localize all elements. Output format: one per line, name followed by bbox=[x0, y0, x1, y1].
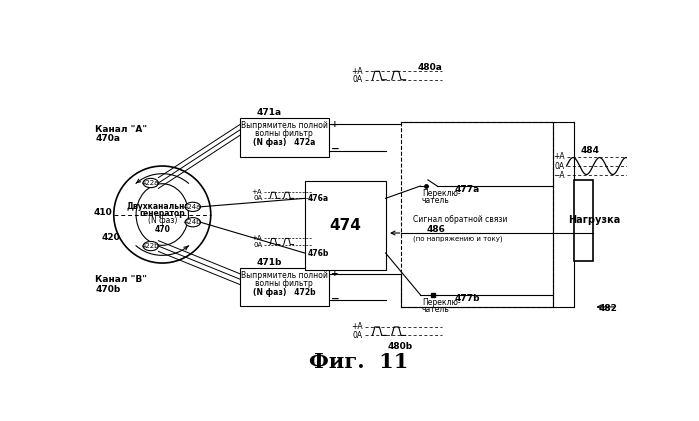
Text: 0A: 0A bbox=[253, 242, 262, 248]
Text: 424b: 424b bbox=[184, 219, 201, 225]
Text: Фиг.  11: Фиг. 11 bbox=[309, 352, 408, 372]
Text: (по напряжению и току): (по напряжению и току) bbox=[412, 235, 502, 242]
Text: 470a: 470a bbox=[95, 134, 120, 143]
Ellipse shape bbox=[143, 179, 159, 188]
Text: 0A: 0A bbox=[555, 162, 565, 171]
Text: 0A: 0A bbox=[253, 195, 262, 201]
Text: Выпрямитель полной: Выпрямитель полной bbox=[241, 271, 328, 280]
Bar bbox=[305, 181, 386, 270]
Text: волны фильтр: волны фильтр bbox=[255, 129, 313, 138]
Text: 410: 410 bbox=[94, 208, 113, 217]
Text: Двухканальный: Двухканальный bbox=[127, 203, 198, 211]
Text: волны фильтр: волны фильтр bbox=[255, 279, 313, 288]
Text: чатель: чатель bbox=[421, 305, 449, 314]
Text: 480b: 480b bbox=[388, 342, 413, 351]
Ellipse shape bbox=[185, 218, 201, 227]
Text: Канал "А": Канал "А" bbox=[95, 125, 147, 134]
Text: +A: +A bbox=[252, 235, 262, 241]
Text: 422b: 422b bbox=[142, 243, 159, 249]
Text: Нагрузка: Нагрузка bbox=[568, 215, 621, 225]
Bar bbox=[240, 118, 329, 157]
Text: 474: 474 bbox=[329, 218, 361, 233]
Text: Переклю-: Переклю- bbox=[421, 189, 461, 198]
Text: +A: +A bbox=[351, 322, 363, 331]
Text: Переклю-: Переклю- bbox=[421, 298, 461, 307]
Bar bbox=[574, 180, 593, 261]
Text: 470: 470 bbox=[154, 225, 171, 234]
Text: (N фаз)   472b: (N фаз) 472b bbox=[253, 288, 316, 297]
Bar bbox=[401, 122, 554, 307]
Text: Канал "В": Канал "В" bbox=[95, 275, 147, 285]
Text: 420: 420 bbox=[101, 233, 120, 242]
Ellipse shape bbox=[143, 241, 159, 250]
Text: −: − bbox=[331, 144, 340, 154]
Text: +A: +A bbox=[554, 152, 565, 161]
Bar bbox=[240, 268, 329, 306]
Text: −A: −A bbox=[554, 171, 565, 180]
Text: 470b: 470b bbox=[95, 285, 120, 294]
Text: 477a: 477a bbox=[455, 185, 480, 195]
Text: 484: 484 bbox=[580, 146, 599, 155]
Ellipse shape bbox=[185, 202, 201, 211]
Text: генератор: генератор bbox=[139, 209, 185, 218]
Text: −: − bbox=[331, 293, 340, 304]
Text: 422a: 422a bbox=[142, 180, 159, 186]
Text: +A: +A bbox=[252, 189, 262, 195]
Text: 486: 486 bbox=[426, 225, 445, 234]
Text: 424a: 424a bbox=[184, 204, 201, 210]
Text: 0A: 0A bbox=[352, 331, 363, 340]
Text: +: + bbox=[331, 120, 338, 129]
Text: 482: 482 bbox=[598, 304, 617, 313]
Text: 0A: 0A bbox=[352, 75, 363, 84]
Text: чатель: чатель bbox=[421, 196, 449, 205]
Text: (N фаз)   472a: (N фаз) 472a bbox=[253, 139, 315, 147]
Text: 480a: 480a bbox=[417, 63, 442, 72]
Text: 471b: 471b bbox=[257, 258, 282, 267]
Text: (N фаз): (N фаз) bbox=[147, 216, 177, 225]
Text: 476b: 476b bbox=[308, 248, 329, 258]
Text: 476a: 476a bbox=[308, 194, 329, 203]
Text: 477b: 477b bbox=[455, 294, 480, 303]
Text: +A: +A bbox=[351, 67, 363, 76]
Text: Выпрямитель полной: Выпрямитель полной bbox=[241, 122, 328, 131]
Text: Сигнал обратной связи: Сигнал обратной связи bbox=[412, 216, 507, 224]
Text: 471a: 471a bbox=[257, 108, 282, 117]
Text: +: + bbox=[331, 269, 338, 278]
